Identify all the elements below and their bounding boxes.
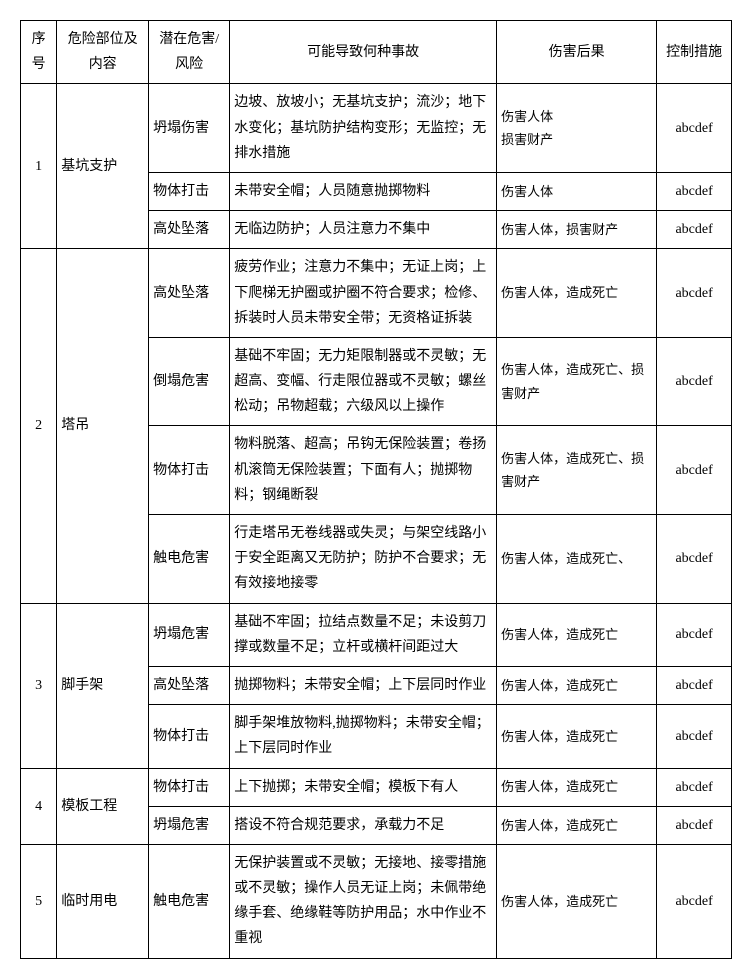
cell-hazard: 物体打击 (149, 705, 230, 768)
cell-accident: 无临边防护；人员注意力不集中 (230, 211, 497, 249)
cell-consequence: 伤害人体，造成死亡、 (497, 515, 657, 604)
table-row: 3脚手架坍塌危害基础不牢固；拉结点数量不足；未设剪刀撑或数量不足；立杆或横杆间距… (21, 603, 732, 666)
cell-accident: 抛掷物料；未带安全帽；上下层同时作业 (230, 666, 497, 704)
th-consequence: 伤害后果 (497, 21, 657, 84)
cell-consequence: 伤害人体 (497, 172, 657, 210)
table-body: 1基坑支护坍塌伤害边坡、放坡小；无基坑支护；流沙；地下水变化；基坑防护结构变形；… (21, 84, 732, 958)
cell-seq: 2 (21, 249, 57, 603)
cell-control: abcdef (657, 705, 732, 768)
table-header-row: 序号 危险部位及内容 潜在危害/风险 可能导致何种事故 伤害后果 控制措施 (21, 21, 732, 84)
cell-control: abcdef (657, 768, 732, 806)
cell-seq: 1 (21, 84, 57, 249)
cell-hazard: 物体打击 (149, 768, 230, 806)
cell-hazard: 高处坠落 (149, 249, 230, 338)
table-row: 2塔吊高处坠落疲劳作业；注意力不集中；无证上岗；上下爬梯无护圈或护圈不符合要求；… (21, 249, 732, 338)
cell-control: abcdef (657, 806, 732, 844)
cell-accident: 基础不牢固；无力矩限制器或不灵敏；无超高、变幅、行走限位器或不灵敏；螺丝松动；吊… (230, 337, 497, 426)
cell-consequence: 伤害人体，造成死亡 (497, 249, 657, 338)
cell-accident: 物料脱落、超高；吊钩无保险装置；卷扬机滚筒无保险装置；下面有人；抛掷物料；钢绳断… (230, 426, 497, 515)
table-row: 5临时用电触电危害无保护装置或不灵敏；无接地、接零措施或不灵敏；操作人员无证上岗… (21, 844, 732, 958)
cell-consequence: 伤害人体，造成死亡 (497, 806, 657, 844)
table-row: 4模板工程物体打击上下抛掷；未带安全帽；模板下有人伤害人体，造成死亡abcdef (21, 768, 732, 806)
cell-seq: 4 (21, 768, 57, 844)
cell-hazard: 物体打击 (149, 172, 230, 210)
cell-part: 脚手架 (57, 603, 149, 768)
cell-consequence: 伤害人体，造成死亡 (497, 768, 657, 806)
cell-consequence: 伤害人体，造成死亡、损害财产 (497, 426, 657, 515)
cell-control: abcdef (657, 666, 732, 704)
cell-hazard: 触电危害 (149, 515, 230, 604)
cell-control: abcdef (657, 426, 732, 515)
cell-accident: 行走塔吊无卷线器或失灵；与架空线路小于安全距离又无防护；防护不合要求；无有效接地… (230, 515, 497, 604)
cell-accident: 脚手架堆放物料,抛掷物料；未带安全帽；上下层同时作业 (230, 705, 497, 768)
th-control: 控制措施 (657, 21, 732, 84)
cell-hazard: 物体打击 (149, 426, 230, 515)
cell-hazard: 坍塌危害 (149, 603, 230, 666)
cell-hazard: 坍塌伤害 (149, 84, 230, 173)
cell-accident: 疲劳作业；注意力不集中；无证上岗；上下爬梯无护圈或护圈不符合要求；检修、拆装时人… (230, 249, 497, 338)
hazard-table: 序号 危险部位及内容 潜在危害/风险 可能导致何种事故 伤害后果 控制措施 1基… (20, 20, 732, 959)
cell-part: 临时用电 (57, 844, 149, 958)
cell-hazard: 倒塌危害 (149, 337, 230, 426)
cell-accident: 未带安全帽；人员随意抛掷物料 (230, 172, 497, 210)
th-hazard: 潜在危害/风险 (149, 21, 230, 84)
cell-hazard: 高处坠落 (149, 211, 230, 249)
cell-control: abcdef (657, 844, 732, 958)
cell-hazard: 坍塌危害 (149, 806, 230, 844)
th-part: 危险部位及内容 (57, 21, 149, 84)
cell-consequence: 伤害人体，损害财产 (497, 211, 657, 249)
cell-hazard: 触电危害 (149, 844, 230, 958)
cell-accident: 上下抛掷；未带安全帽；模板下有人 (230, 768, 497, 806)
cell-accident: 无保护装置或不灵敏；无接地、接零措施或不灵敏；操作人员无证上岗；未佩带绝缘手套、… (230, 844, 497, 958)
cell-control: abcdef (657, 603, 732, 666)
cell-control: abcdef (657, 84, 732, 173)
cell-consequence: 伤害人体，造成死亡 (497, 666, 657, 704)
th-accident: 可能导致何种事故 (230, 21, 497, 84)
cell-accident: 搭设不符合规范要求，承载力不足 (230, 806, 497, 844)
cell-consequence: 伤害人体，造成死亡 (497, 603, 657, 666)
cell-consequence: 伤害人体 损害财产 (497, 84, 657, 173)
cell-seq: 5 (21, 844, 57, 958)
cell-part: 基坑支护 (57, 84, 149, 249)
cell-control: abcdef (657, 337, 732, 426)
cell-control: abcdef (657, 249, 732, 338)
cell-part: 塔吊 (57, 249, 149, 603)
cell-consequence: 伤害人体，造成死亡 (497, 705, 657, 768)
cell-consequence: 伤害人体，造成死亡、损害财产 (497, 337, 657, 426)
cell-part: 模板工程 (57, 768, 149, 844)
cell-accident: 边坡、放坡小；无基坑支护；流沙；地下水变化；基坑防护结构变形；无监控；无排水措施 (230, 84, 497, 173)
table-row: 1基坑支护坍塌伤害边坡、放坡小；无基坑支护；流沙；地下水变化；基坑防护结构变形；… (21, 84, 732, 173)
cell-control: abcdef (657, 515, 732, 604)
cell-accident: 基础不牢固；拉结点数量不足；未设剪刀撑或数量不足；立杆或横杆间距过大 (230, 603, 497, 666)
cell-seq: 3 (21, 603, 57, 768)
cell-hazard: 高处坠落 (149, 666, 230, 704)
th-seq: 序号 (21, 21, 57, 84)
cell-control: abcdef (657, 172, 732, 210)
cell-consequence: 伤害人体，造成死亡 (497, 844, 657, 958)
cell-control: abcdef (657, 211, 732, 249)
